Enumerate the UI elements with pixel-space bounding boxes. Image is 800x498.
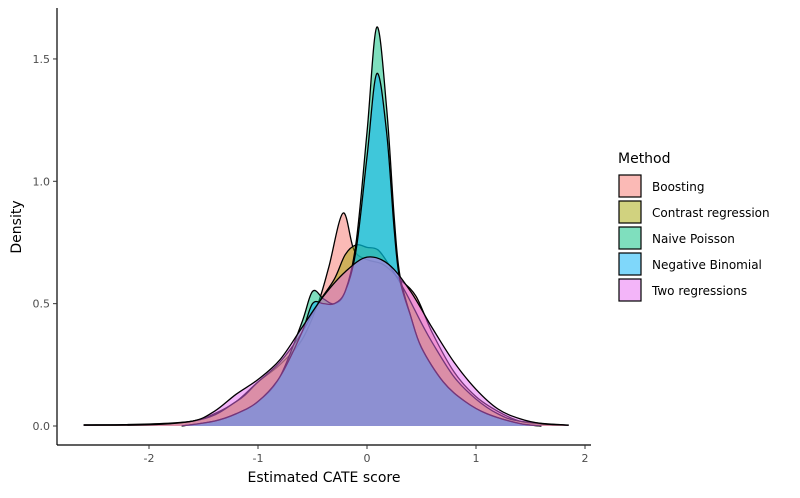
- legend-label-boosting: Boosting: [652, 180, 704, 194]
- y-tick-label: 1.0: [33, 175, 51, 188]
- x-tick-label: -1: [253, 452, 264, 465]
- legend-label-negative-binomial: Negative Binomial: [652, 258, 762, 272]
- legend-key-two-regressions: [618, 278, 642, 302]
- x-ticks: -2 -1 0 1 2: [144, 445, 589, 465]
- legend-label-contrast-regression: Contrast regression: [652, 206, 770, 220]
- legend-key-boosting: [618, 174, 642, 198]
- x-tick-label: 1: [473, 452, 480, 465]
- legend-key-contrast-regression: [618, 200, 642, 224]
- x-axis-title: Estimated CATE score: [248, 470, 401, 486]
- x-tick-label: 2: [582, 452, 589, 465]
- y-ticks: 0.0 0.5 1.0 1.5: [33, 53, 57, 433]
- y-tick-label: 1.5: [33, 53, 51, 66]
- density-area-negative-binomial: [181, 73, 542, 426]
- legend-label-two-regressions: Two regressions: [651, 284, 747, 298]
- density-line-two-regressions: [83, 256, 569, 426]
- legend: Method Boosting Contrast regression Naive …: [618, 151, 770, 302]
- legend-key-naive-poisson: [618, 226, 642, 250]
- legend-title: Method: [618, 151, 671, 167]
- x-tick-label: 0: [364, 452, 371, 465]
- density-area-two-regressions: [83, 256, 569, 426]
- y-axis-title: Density: [9, 200, 25, 253]
- legend-label-naive-poisson: Naive Poisson: [652, 232, 735, 246]
- density-areas: [83, 26, 569, 427]
- y-tick-label: 0.0: [33, 420, 51, 433]
- legend-key-negative-binomial: [618, 252, 642, 276]
- x-tick-label: -2: [144, 452, 155, 465]
- y-tick-label: 0.5: [33, 298, 51, 311]
